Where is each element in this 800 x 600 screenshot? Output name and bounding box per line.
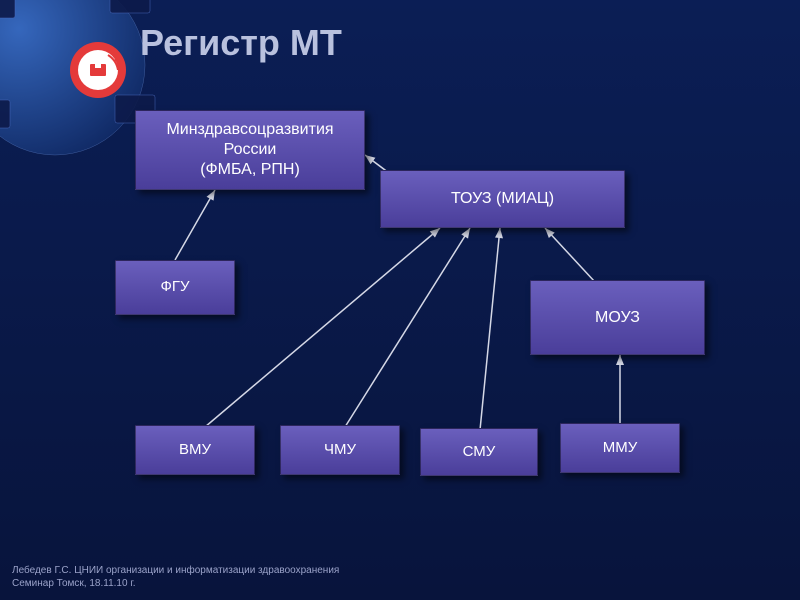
node-label: МинздравсоцразвитияРоссии(ФМБА, РПН) [166, 120, 333, 180]
node-mouz: МОУЗ [530, 280, 705, 355]
node-label: МОУЗ [595, 308, 640, 328]
footer-credit: Лебедев Г.С. ЦНИИ организации и информат… [12, 564, 339, 590]
node-label: ТОУЗ (МИАЦ) [451, 189, 554, 209]
node-smu: СМУ [420, 428, 538, 476]
node-label: ММУ [603, 439, 638, 458]
node-vmu: ВМУ [135, 425, 255, 475]
footer-line-1: Лебедев Г.С. ЦНИИ организации и информат… [12, 564, 339, 577]
node-label: СМУ [463, 443, 496, 462]
node-label: ЧМУ [324, 441, 356, 460]
node-mmu: ММУ [560, 423, 680, 473]
node-chmu: ЧМУ [280, 425, 400, 475]
footer-line-2: Семинар Томск, 18.11.10 г. [12, 577, 339, 590]
diagram-nodes-layer: МинздравсоцразвитияРоссии(ФМБА, РПН) ТОУЗ… [0, 0, 800, 600]
node-label: ВМУ [179, 441, 211, 460]
node-label: ФГУ [160, 278, 189, 297]
node-fgu: ФГУ [115, 260, 235, 315]
slide-root: Регистр МТ МинздравсоцразвитияРоссии(ФМБ… [0, 0, 800, 600]
node-touz: ТОУЗ (МИАЦ) [380, 170, 625, 228]
node-minzdrav: МинздравсоцразвитияРоссии(ФМБА, РПН) [135, 110, 365, 190]
